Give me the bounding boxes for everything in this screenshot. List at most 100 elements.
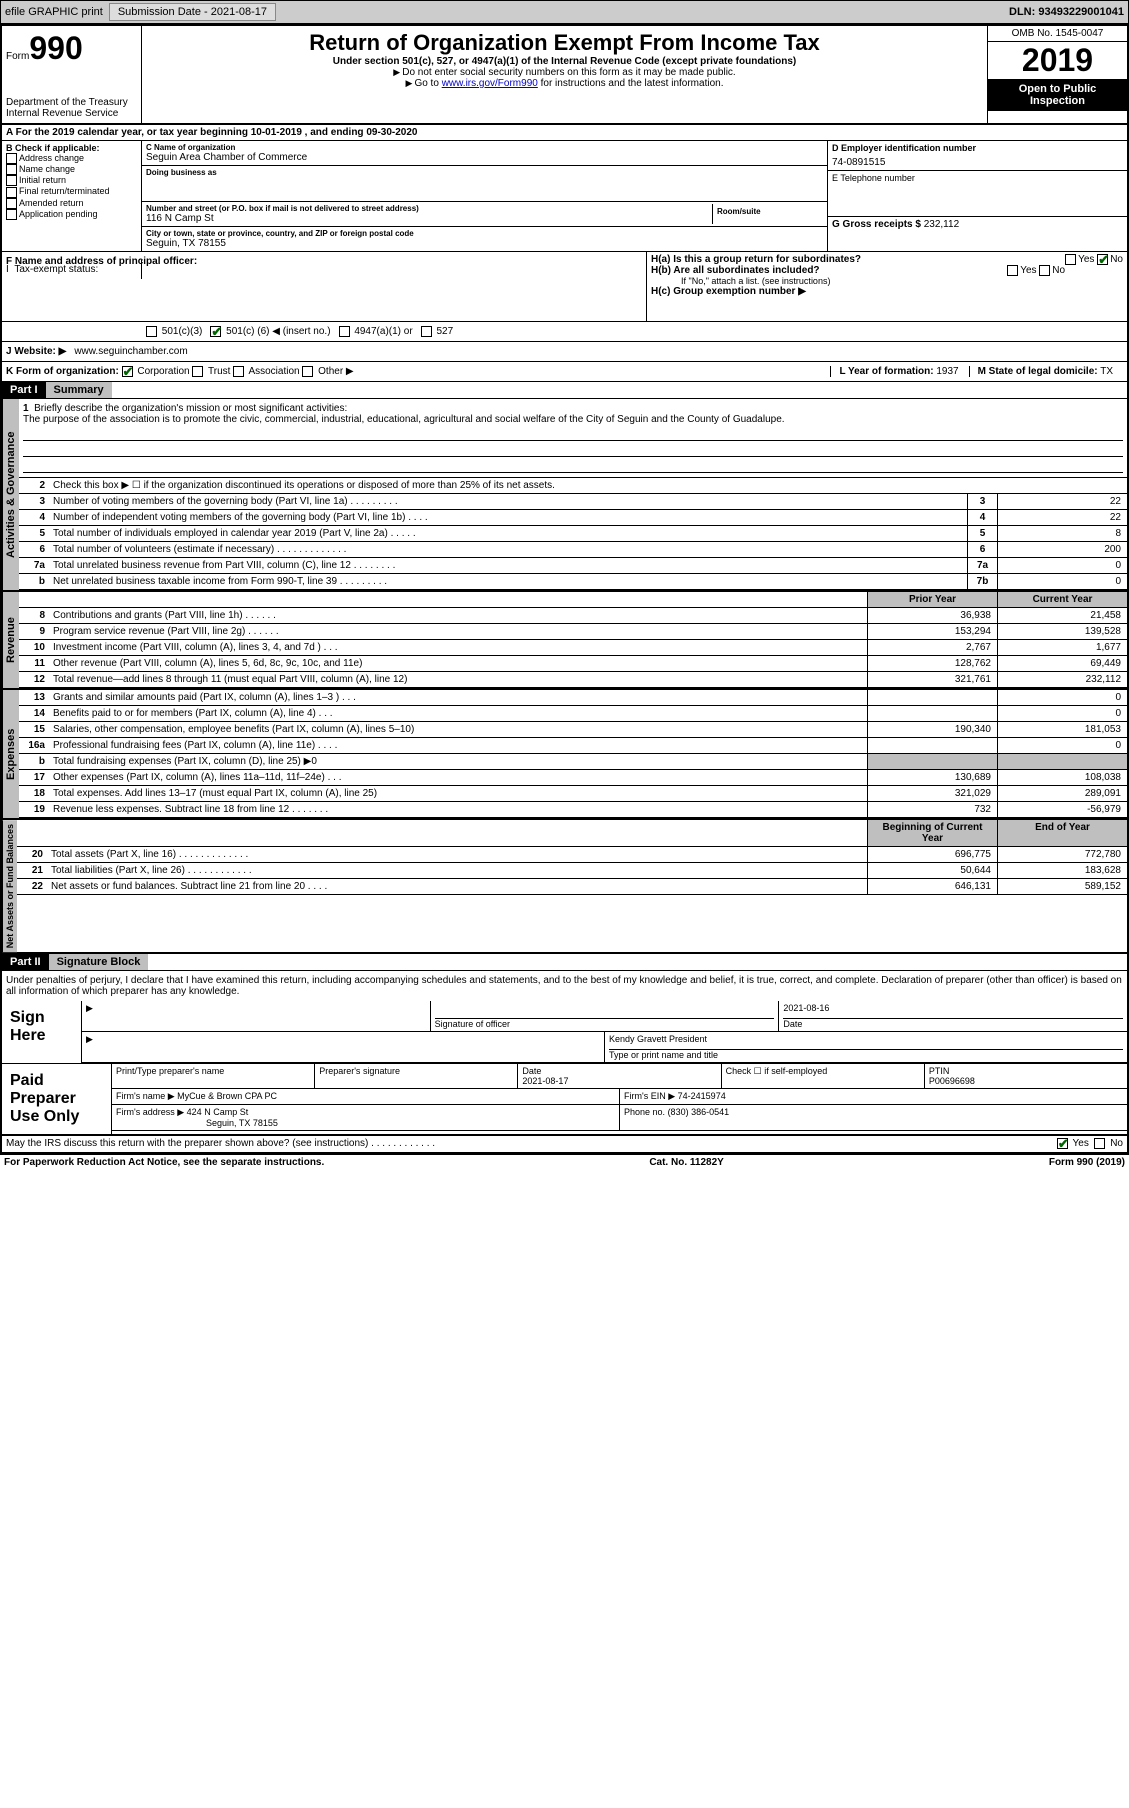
header-right: OMB No. 1545-0047 2019 Open to Public In…	[987, 26, 1127, 123]
cb-4947a1[interactable]	[339, 326, 350, 337]
mission-block: 1 Briefly describe the organization's mi…	[19, 399, 1127, 478]
net-21-py: 50,644	[867, 863, 997, 878]
hdr-current-year: Current Year	[997, 592, 1127, 607]
rev-12-cy: 232,112	[997, 672, 1127, 687]
submission-date-box: Submission Date - 2021-08-17	[109, 3, 276, 21]
ein-label: D Employer identification number	[832, 143, 1123, 153]
form-header: Form990 Department of the Treasury Inter…	[2, 26, 1127, 125]
val-3: 22	[997, 494, 1127, 509]
cb-527[interactable]	[421, 326, 432, 337]
paid-preparer-block: Paid Preparer Use Only Print/Type prepar…	[2, 1064, 1127, 1136]
row-a-period: A For the 2019 calendar year, or tax yea…	[2, 125, 1127, 141]
rev-8-py: 36,938	[867, 608, 997, 623]
addr-label: Number and street (or P.O. box if mail i…	[146, 204, 712, 213]
discuss-row: May the IRS discuss this return with the…	[2, 1136, 1127, 1152]
exp-17-py: 130,689	[867, 770, 997, 785]
exp-16a-cy: 0	[997, 738, 1127, 753]
side-label-ag: Activities & Governance	[2, 399, 19, 590]
firm-ein: 74-2415974	[678, 1091, 726, 1101]
cb-initial-return[interactable]: Initial return	[6, 175, 137, 186]
cb-other[interactable]	[302, 366, 313, 377]
cb-501c3[interactable]	[146, 326, 157, 337]
mission-text: The purpose of the association is to pro…	[23, 414, 785, 425]
city-label: City or town, state or province, country…	[146, 229, 823, 238]
website-row: J Website: ▶ www.seguinchamber.com	[2, 342, 1127, 362]
subtitle-1: Under section 501(c), 527, or 4947(a)(1)…	[146, 56, 983, 67]
form-990: Form990 Department of the Treasury Inter…	[0, 24, 1129, 1155]
header-mid: Return of Organization Exempt From Incom…	[142, 26, 987, 123]
hc-label: H(c) Group exemption number ▶	[651, 286, 806, 297]
exp-19-cy: -56,979	[997, 802, 1127, 817]
officer-row: F Name and address of principal officer:…	[2, 252, 1127, 322]
discuss-yes[interactable]	[1057, 1138, 1068, 1149]
exp-14-py	[867, 706, 997, 721]
ha-no[interactable]	[1097, 254, 1108, 265]
subtitle-2: Do not enter social security numbers on …	[402, 67, 735, 78]
dba-label: Doing business as	[146, 168, 823, 177]
cb-address-change[interactable]: Address change	[6, 153, 137, 164]
form-word: Form	[6, 51, 29, 62]
cb-application-pending[interactable]: Application pending	[6, 209, 137, 220]
cb-501c-other[interactable]	[210, 326, 221, 337]
exp-13-cy: 0	[997, 690, 1127, 705]
org-name-label: C Name of organization	[146, 143, 823, 152]
org-name: Seguin Area Chamber of Commerce	[146, 152, 823, 163]
gross-receipts-value: 232,112	[924, 219, 959, 230]
net-20-py: 696,775	[867, 847, 997, 862]
exp-19-py: 732	[867, 802, 997, 817]
sig-officer-label: Signature of officer	[435, 1019, 510, 1029]
firm-phone: (830) 386-0541	[668, 1107, 730, 1117]
net-22-py: 646,131	[867, 879, 997, 894]
gross-receipts-label: G Gross receipts $	[832, 219, 921, 230]
cb-corporation[interactable]	[122, 366, 133, 377]
val-7a: 0	[997, 558, 1127, 573]
open-inspection: Open to Public Inspection	[988, 79, 1127, 111]
hb-yes[interactable]	[1007, 265, 1018, 276]
cb-amended-return[interactable]: Amended return	[6, 198, 137, 209]
hb-no[interactable]	[1039, 265, 1050, 276]
cb-trust[interactable]	[192, 366, 203, 377]
k-row: K Form of organization: Corporation Trus…	[2, 362, 1127, 382]
firm-city: Seguin, TX 78155	[206, 1118, 278, 1128]
tax-year: 2019	[988, 42, 1127, 79]
ptin: P00696698	[929, 1076, 975, 1086]
hdr-end-year: End of Year	[997, 820, 1127, 846]
hb-note: If "No," attach a list. (see instruction…	[651, 276, 1123, 286]
net-20-cy: 772,780	[997, 847, 1127, 862]
firm-address: 424 N Camp St	[187, 1107, 249, 1117]
col-b-label: B Check if applicable:	[6, 143, 137, 153]
col-de: D Employer identification number 74-0891…	[827, 141, 1127, 251]
discuss-no[interactable]	[1094, 1138, 1105, 1149]
rev-9-py: 153,294	[867, 624, 997, 639]
cb-association[interactable]	[233, 366, 244, 377]
net-21-cy: 183,628	[997, 863, 1127, 878]
side-label-expenses: Expenses	[2, 690, 19, 818]
website-label: J Website: ▶	[6, 346, 66, 357]
cb-name-change[interactable]: Name change	[6, 164, 137, 175]
net-22-cy: 589,152	[997, 879, 1127, 894]
rev-8-cy: 21,458	[997, 608, 1127, 623]
top-bar: efile GRAPHIC print Submission Date - 20…	[0, 0, 1129, 24]
exp-15-py: 190,340	[867, 722, 997, 737]
i-tax-exempt-label: I Tax-exempt status:	[2, 260, 142, 279]
cb-final-return[interactable]: Final return/terminated	[6, 186, 137, 197]
line-2: Check this box ▶ ☐ if the organization d…	[49, 478, 1127, 493]
section-activities-governance: Activities & Governance 1 Briefly descri…	[2, 399, 1127, 592]
ha-yes[interactable]	[1065, 254, 1076, 265]
rev-12-py: 321,761	[867, 672, 997, 687]
header-left: Form990 Department of the Treasury Inter…	[2, 26, 142, 123]
exp-16a-py	[867, 738, 997, 753]
sig-declaration: Under penalties of perjury, I declare th…	[2, 971, 1127, 1001]
val-6: 200	[997, 542, 1127, 557]
rev-11-py: 128,762	[867, 656, 997, 671]
section-expenses: Expenses 13Grants and similar amounts pa…	[2, 690, 1127, 820]
sig-date: 2021-08-16	[783, 1003, 1123, 1019]
efile-label: efile GRAPHIC print	[5, 6, 103, 18]
meta-block: B Check if applicable: Address change Na…	[2, 141, 1127, 252]
irs-link[interactable]: www.irs.gov/Form990	[442, 78, 538, 89]
side-label-revenue: Revenue	[2, 592, 19, 688]
year-formation: 1937	[936, 366, 958, 377]
part1-header: Part ISummary	[2, 382, 1127, 399]
footer: For Paperwork Reduction Act Notice, see …	[0, 1155, 1129, 1170]
val-4: 22	[997, 510, 1127, 525]
